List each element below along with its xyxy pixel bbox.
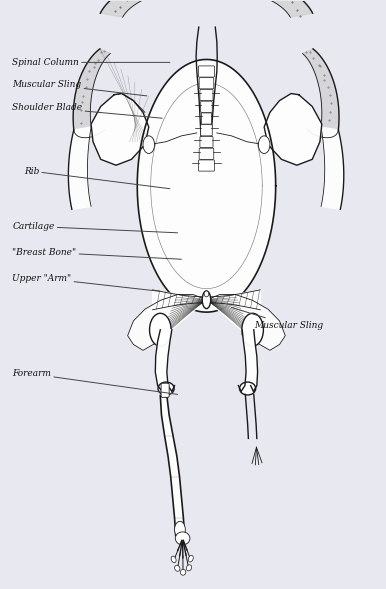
Text: "Breast Bone": "Breast Bone": [12, 248, 181, 259]
Polygon shape: [303, 49, 339, 130]
Ellipse shape: [202, 291, 211, 309]
Polygon shape: [207, 294, 285, 350]
Text: Shoulder Blade: Shoulder Blade: [12, 103, 162, 118]
Polygon shape: [128, 294, 207, 350]
FancyBboxPatch shape: [201, 113, 212, 124]
Ellipse shape: [204, 291, 209, 297]
Circle shape: [143, 136, 154, 154]
FancyBboxPatch shape: [200, 137, 213, 148]
Ellipse shape: [158, 382, 174, 395]
FancyBboxPatch shape: [198, 66, 215, 77]
Circle shape: [242, 313, 263, 346]
Polygon shape: [152, 290, 260, 310]
Polygon shape: [137, 59, 276, 312]
Polygon shape: [321, 127, 344, 209]
Polygon shape: [68, 127, 91, 209]
Text: Muscular Sling: Muscular Sling: [232, 307, 324, 330]
FancyBboxPatch shape: [199, 148, 214, 160]
FancyBboxPatch shape: [201, 101, 212, 112]
Circle shape: [174, 521, 185, 538]
Ellipse shape: [174, 565, 180, 571]
Polygon shape: [264, 94, 322, 166]
Polygon shape: [239, 330, 257, 392]
Circle shape: [149, 313, 171, 346]
FancyBboxPatch shape: [200, 90, 213, 101]
Polygon shape: [91, 94, 149, 166]
FancyBboxPatch shape: [201, 125, 212, 136]
Ellipse shape: [175, 532, 190, 545]
Polygon shape: [100, 0, 313, 17]
Circle shape: [258, 136, 270, 154]
Text: Muscular Sling: Muscular Sling: [12, 80, 147, 96]
Text: Spinal Column: Spinal Column: [12, 58, 170, 67]
Ellipse shape: [240, 382, 256, 395]
Polygon shape: [73, 49, 110, 130]
Text: Cartilage: Cartilage: [12, 222, 178, 233]
Polygon shape: [160, 396, 185, 535]
Ellipse shape: [171, 556, 176, 562]
Text: Forearm: Forearm: [12, 369, 178, 395]
FancyBboxPatch shape: [198, 160, 215, 171]
Ellipse shape: [180, 570, 186, 575]
FancyBboxPatch shape: [199, 78, 214, 89]
Polygon shape: [155, 330, 174, 392]
Ellipse shape: [186, 565, 191, 571]
Text: Rib: Rib: [24, 167, 170, 188]
FancyBboxPatch shape: [161, 383, 169, 398]
Ellipse shape: [188, 555, 193, 562]
Text: Upper "Arm": Upper "Arm": [12, 273, 162, 292]
